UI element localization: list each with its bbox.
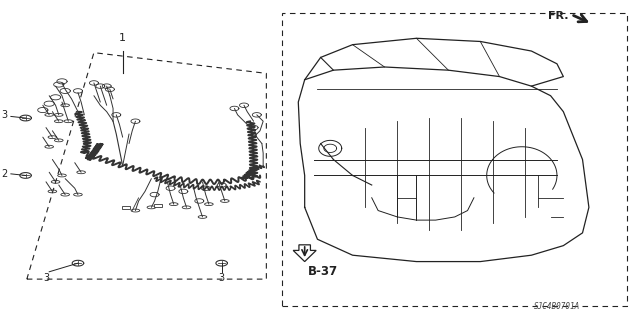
Polygon shape [293,245,316,262]
Text: B-37: B-37 [308,265,338,278]
Text: 3: 3 [1,110,8,120]
Text: SJC4B0701A: SJC4B0701A [534,302,580,311]
Polygon shape [122,206,130,209]
Polygon shape [154,204,162,207]
Text: 1: 1 [119,33,126,43]
Text: 3: 3 [43,273,49,283]
Text: 3: 3 [219,273,225,283]
Text: FR.: FR. [548,11,568,21]
Text: 2: 2 [1,169,8,180]
